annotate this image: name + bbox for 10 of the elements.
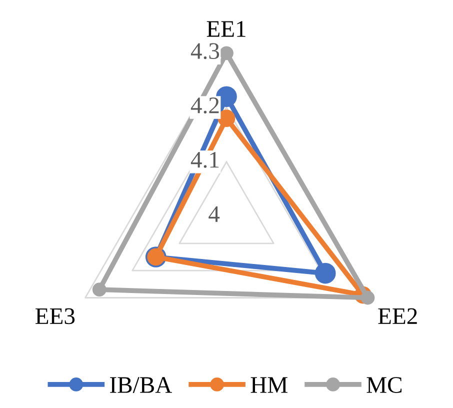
y-tick-label: 4.3 bbox=[190, 43, 220, 60]
legend-label: IB/BA bbox=[110, 377, 172, 393]
spoke-label: EE2 bbox=[378, 308, 417, 324]
spoke-label: EE1 bbox=[206, 21, 246, 37]
y-tick-label: 4 bbox=[208, 206, 220, 222]
y-tick-label: 4.2 bbox=[190, 98, 219, 114]
legend-label: HM bbox=[250, 377, 288, 393]
y-tick-label: 4.1 bbox=[190, 152, 219, 168]
spoke-label: EE3 bbox=[36, 308, 75, 324]
legend-label: MC bbox=[366, 377, 402, 393]
